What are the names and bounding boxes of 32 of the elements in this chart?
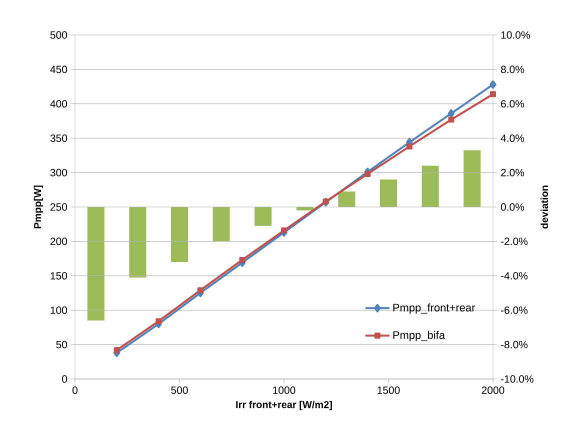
y2-tick-label: 0.0% xyxy=(500,203,524,211)
x-tick-label: 500 xyxy=(171,386,188,394)
y2-tick-label: 8.0% xyxy=(500,66,524,74)
y-tick-label: 150 xyxy=(50,272,68,280)
y2-tick-label: 4.0% xyxy=(500,134,524,142)
y-tick-label: 200 xyxy=(50,238,68,246)
x-tick-label: 1000 xyxy=(273,386,296,394)
y-tick-label: 450 xyxy=(50,66,68,74)
y-axis-title: Pmpp[W] xyxy=(34,186,44,228)
x-tick-label: 0 xyxy=(72,386,78,394)
x-tick-label: 1500 xyxy=(378,386,400,394)
y2-tick-label: -4.0% xyxy=(501,272,528,280)
y-tick-label: 100 xyxy=(50,306,68,314)
y2-axis-title: deviation xyxy=(540,186,548,229)
y2-tick-label: -8.0% xyxy=(501,340,528,348)
y2-tick-label: 10.0% xyxy=(501,31,530,39)
y2-tick-label: -2.0% xyxy=(501,238,528,246)
y-tick-label: 400 xyxy=(50,100,68,108)
y-tick-label: 0 xyxy=(62,375,68,383)
legend-label: Pmpp_bifa xyxy=(393,330,445,342)
y-tick-label: 50 xyxy=(56,340,68,348)
y-tick-label: 500 xyxy=(50,31,68,39)
y2-tick-label: -10.0% xyxy=(501,375,534,383)
y-tick-label: 300 xyxy=(50,168,68,176)
legend-label: Pmpp_front+rear xyxy=(393,303,476,314)
y-tick-label: 350 xyxy=(50,134,68,142)
y2-tick-label: -6.0% xyxy=(501,306,528,314)
y2-tick-label: 6.0% xyxy=(501,100,524,108)
x-tick-label: 2000 xyxy=(482,386,504,394)
y2-tick-label: 2.0% xyxy=(501,168,524,176)
x-axis-title: Irr front+rear [W/m2] xyxy=(236,400,332,410)
y-tick-label: 250 xyxy=(50,203,68,211)
